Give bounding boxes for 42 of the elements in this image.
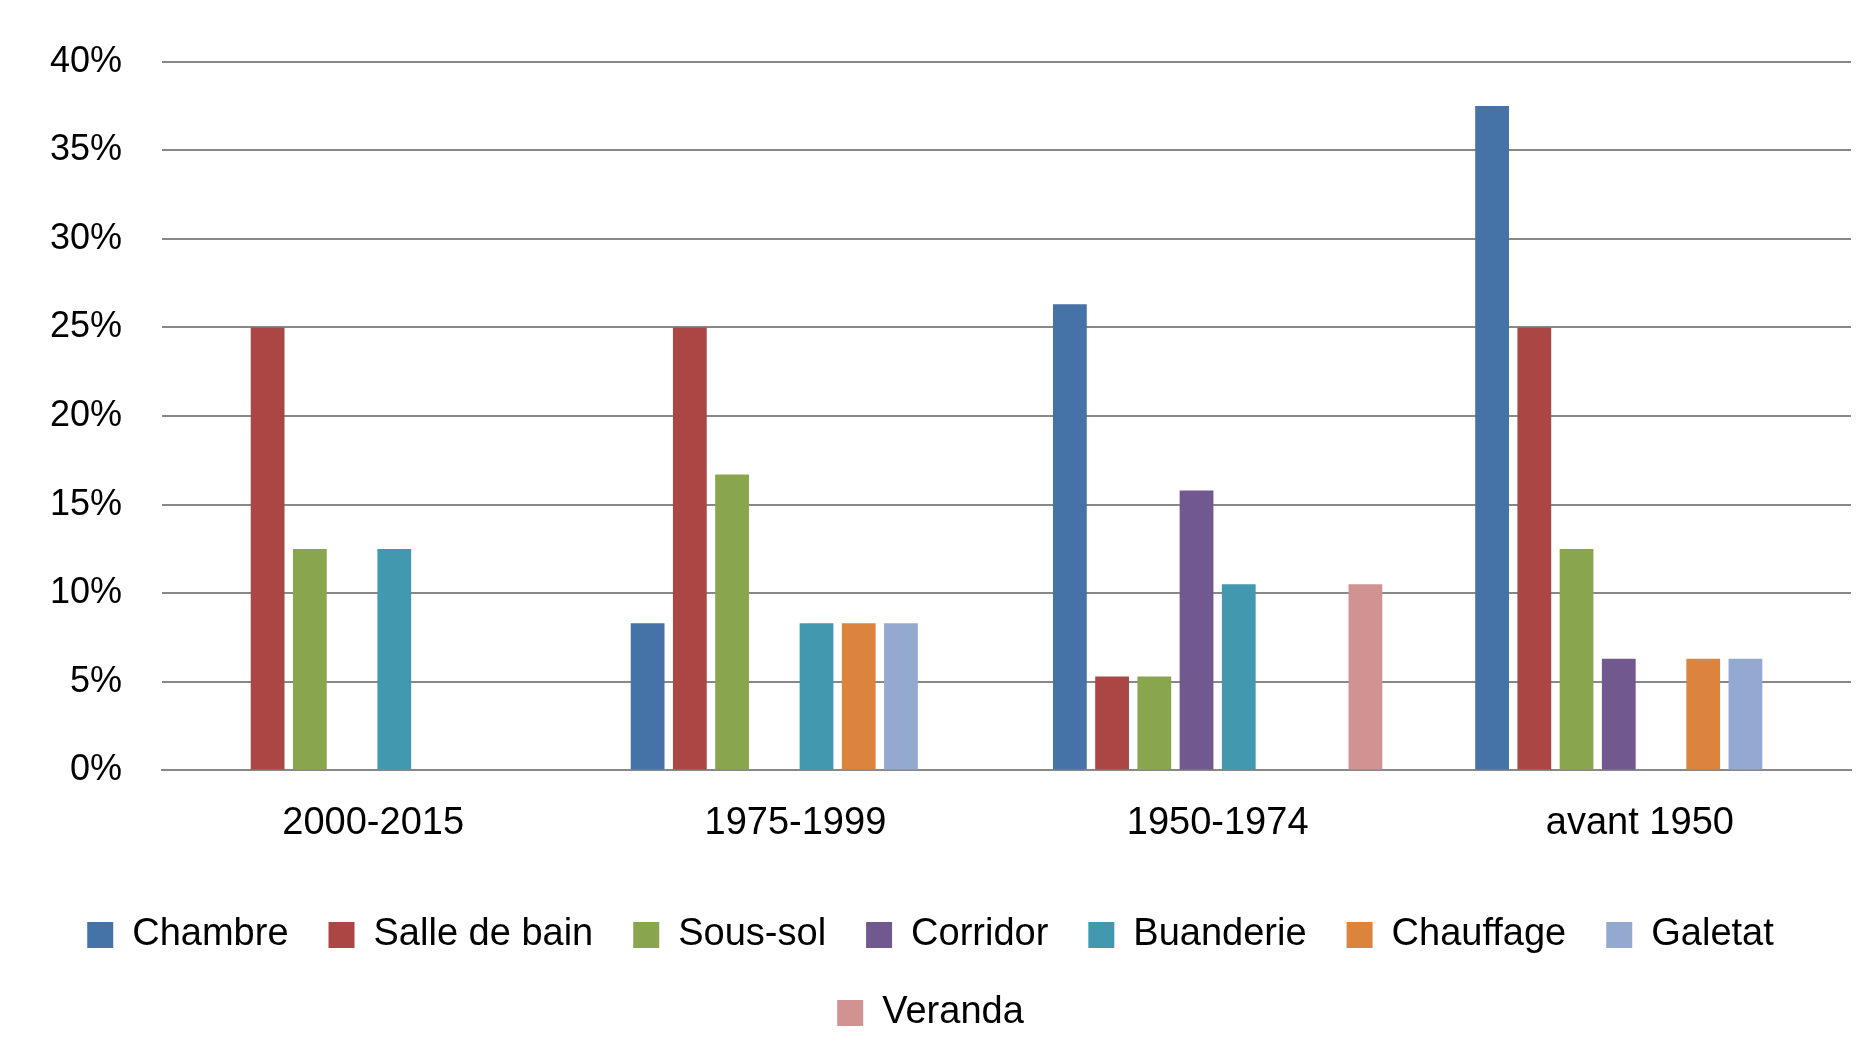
legend-label: Buanderie — [1133, 911, 1307, 954]
bar — [630, 623, 665, 770]
y-tick-label: 10% — [49, 570, 123, 612]
bar — [1728, 658, 1763, 770]
y-tick-label: 0% — [70, 747, 123, 789]
bar — [715, 474, 749, 770]
legend-label: Galetat — [1651, 911, 1775, 954]
y-tick-label: 15% — [49, 481, 123, 523]
legend-label: Chambre — [132, 911, 289, 954]
bar — [799, 623, 834, 770]
bar — [250, 327, 285, 770]
bar — [1686, 658, 1721, 770]
bar — [1052, 304, 1087, 770]
bar — [1475, 105, 1509, 770]
legend-label: Veranda — [882, 989, 1025, 1032]
bar — [1559, 548, 1594, 770]
legend-label: Salle de bain — [373, 911, 594, 954]
bar — [1221, 584, 1256, 770]
legend-label: Corridor — [911, 911, 1049, 954]
bar — [672, 327, 707, 770]
y-tick-label: 25% — [49, 304, 123, 346]
bar — [1137, 676, 1172, 770]
bar — [841, 623, 876, 770]
x-tick-label: avant 1950 — [1545, 799, 1734, 842]
bar — [1095, 676, 1129, 770]
bar — [1601, 658, 1636, 770]
x-tick-label: 1975-1999 — [704, 799, 887, 842]
bar — [377, 548, 412, 770]
y-tick-label: 5% — [70, 658, 123, 700]
legend-label: Sous-sol — [678, 911, 827, 954]
x-tick-label: 1950-1974 — [1126, 799, 1309, 842]
y-tick-label: 35% — [49, 127, 123, 169]
bar — [1179, 490, 1214, 770]
bar — [292, 548, 327, 770]
x-tick-label: 2000-2015 — [282, 799, 465, 842]
bar — [1348, 584, 1383, 770]
y-tick-label: 20% — [49, 392, 123, 434]
bar — [884, 623, 918, 770]
y-tick-label: 40% — [49, 38, 123, 80]
bar — [1517, 327, 1552, 770]
legend-label: Chauffage — [1391, 911, 1567, 954]
y-tick-label: 30% — [49, 215, 123, 257]
